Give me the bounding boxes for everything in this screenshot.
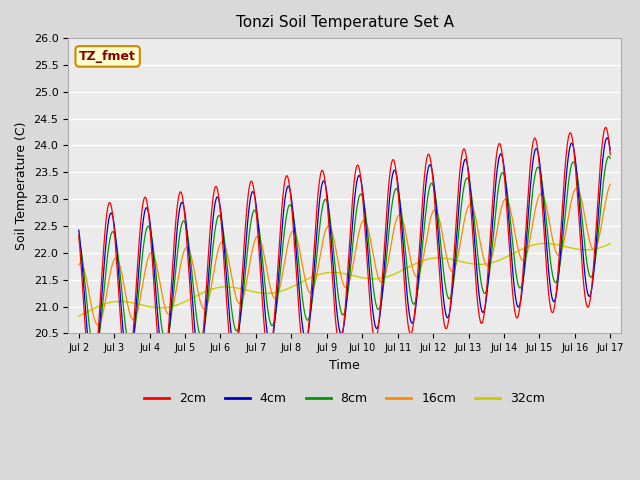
Y-axis label: Soil Temperature (C): Soil Temperature (C): [15, 121, 28, 250]
Legend: 2cm, 4cm, 8cm, 16cm, 32cm: 2cm, 4cm, 8cm, 16cm, 32cm: [139, 387, 550, 410]
X-axis label: Time: Time: [329, 359, 360, 372]
Text: TZ_fmet: TZ_fmet: [79, 50, 136, 63]
Title: Tonzi Soil Temperature Set A: Tonzi Soil Temperature Set A: [236, 15, 454, 30]
